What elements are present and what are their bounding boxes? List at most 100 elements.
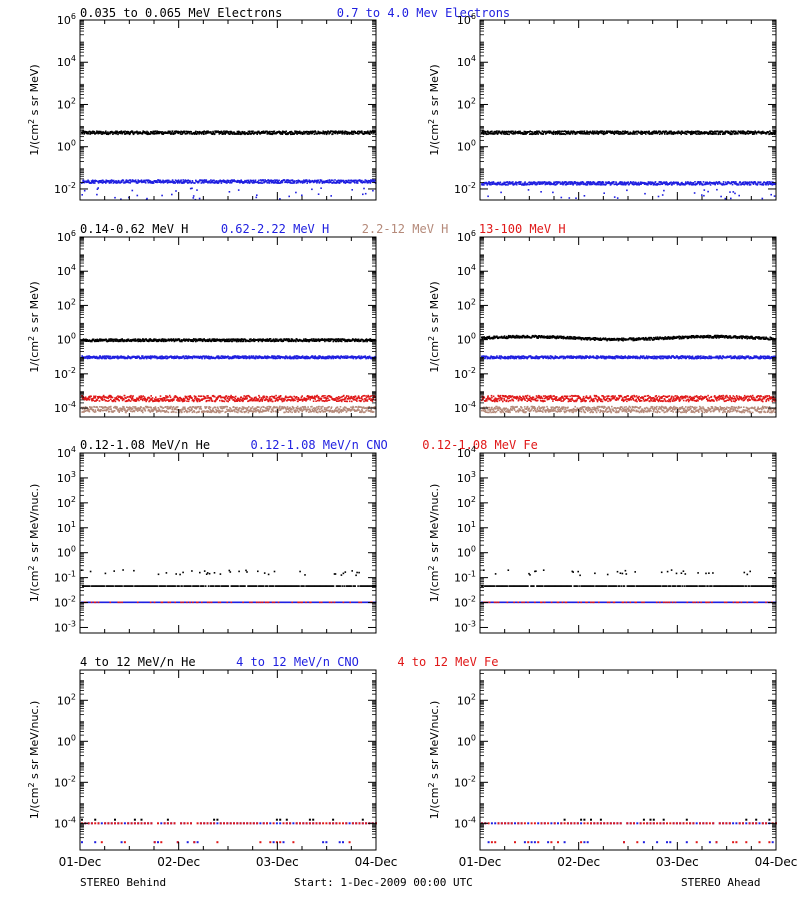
data-point <box>253 355 255 358</box>
data-point <box>114 407 117 409</box>
data-point <box>597 133 600 135</box>
data-point <box>255 407 258 410</box>
data-point <box>332 357 335 360</box>
data-point <box>167 181 170 183</box>
data-point <box>208 407 210 410</box>
data-point <box>335 180 338 182</box>
data-point <box>245 355 247 357</box>
data-point <box>179 409 182 411</box>
data-point <box>86 131 88 133</box>
data-point <box>482 132 485 134</box>
data-point <box>196 340 199 342</box>
data-point <box>86 180 88 182</box>
data-point <box>486 182 488 185</box>
data-point <box>679 184 682 186</box>
data-point <box>497 132 499 135</box>
data-point <box>538 130 540 133</box>
data-point <box>110 410 113 412</box>
data-point <box>619 131 621 133</box>
data-point <box>167 411 170 414</box>
data-point <box>121 357 123 359</box>
data-point <box>328 356 331 359</box>
data-point <box>677 130 680 133</box>
data-point <box>667 132 670 135</box>
data-point <box>677 181 679 184</box>
data-point <box>487 133 489 135</box>
data-point <box>158 408 160 411</box>
data-point <box>541 133 543 135</box>
y-tick-label: 106 <box>57 12 76 27</box>
data-point <box>137 179 139 181</box>
data-point <box>495 132 497 134</box>
data-point <box>569 182 572 185</box>
data-point <box>702 184 704 186</box>
data-point <box>719 133 722 135</box>
data-point <box>135 182 138 184</box>
data-point <box>110 340 113 342</box>
data-point <box>295 130 298 133</box>
data-point <box>363 133 365 135</box>
data-point <box>123 406 125 408</box>
data-point <box>126 356 129 359</box>
data-point <box>572 184 574 186</box>
data-point <box>746 183 749 186</box>
data-point <box>261 131 263 133</box>
data-point <box>288 179 291 182</box>
data-point <box>266 180 268 182</box>
data-point <box>318 357 321 359</box>
data-point <box>512 181 514 183</box>
data-point <box>95 131 98 134</box>
data-point <box>714 130 716 133</box>
data-point <box>718 131 721 134</box>
data-point <box>319 181 321 183</box>
data-point <box>187 356 189 358</box>
data-point <box>107 356 109 359</box>
data-point <box>105 130 107 133</box>
data-point <box>198 410 200 413</box>
data-point <box>310 131 312 134</box>
data-point <box>273 182 275 184</box>
data-point <box>310 132 313 135</box>
data-point <box>359 356 361 359</box>
data-point <box>150 339 152 341</box>
data-point <box>579 181 582 184</box>
data-point <box>294 355 296 357</box>
data-point <box>659 183 661 186</box>
data-point <box>197 339 200 341</box>
data-point <box>287 338 290 340</box>
data-point <box>220 357 222 359</box>
data-point <box>121 181 123 184</box>
data-point <box>348 182 351 184</box>
data-point <box>153 408 155 411</box>
data-point <box>98 409 101 412</box>
data-point <box>709 184 712 186</box>
series-black <box>481 130 777 136</box>
data-point <box>278 356 281 359</box>
data-point <box>622 130 625 133</box>
data-point <box>155 181 157 183</box>
data-point <box>112 411 115 413</box>
data-point <box>165 355 167 358</box>
data-point <box>115 408 118 410</box>
data-point <box>178 411 181 414</box>
data-point <box>237 356 240 359</box>
data-point <box>248 356 250 359</box>
data-point <box>181 411 183 413</box>
data-point <box>730 182 732 184</box>
data-point <box>174 179 177 181</box>
data-point <box>162 407 165 409</box>
data-point <box>230 131 233 133</box>
data-point <box>229 407 231 409</box>
data-point <box>666 133 668 135</box>
data-point <box>138 356 141 359</box>
data-point <box>312 180 314 183</box>
data-point <box>107 409 109 411</box>
data-point <box>708 132 711 135</box>
data-point <box>195 408 197 410</box>
data-point <box>491 183 494 185</box>
data-point <box>86 409 89 412</box>
data-point <box>681 132 684 134</box>
data-point <box>367 130 369 133</box>
data-point <box>613 133 616 135</box>
data-point <box>121 410 123 412</box>
